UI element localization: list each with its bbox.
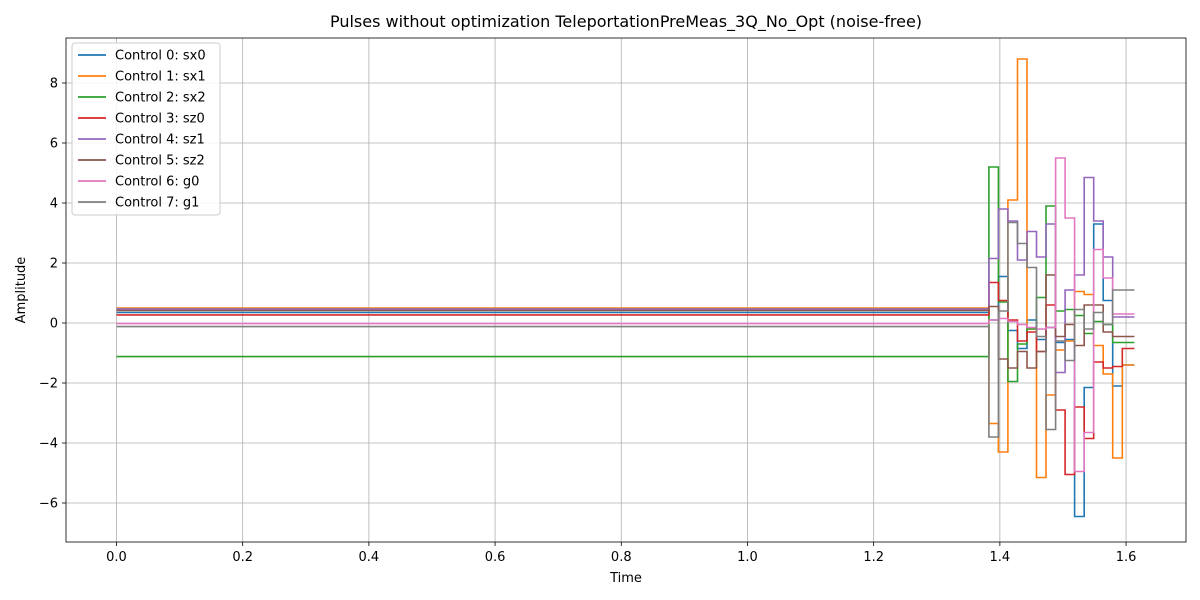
axis-ticks: 0.0 0.2 0.4 0.6 0.8 1.0 1.2 1.4 1.6 −6 −4 −2 0 2 4 6 8 bbox=[39, 77, 1137, 566]
legend-entry: Control 1: sx1 bbox=[115, 70, 206, 85]
legend: Control 0: sx0 Control 1: sx1 Control 2: s… bbox=[71, 42, 221, 216]
legend-entry: Control 7: g1 bbox=[115, 196, 199, 211]
x-tick-label: 0.2 bbox=[232, 550, 253, 565]
x-axis-label: Time bbox=[609, 571, 642, 586]
x-tick-label: 0.6 bbox=[485, 550, 506, 565]
legend-entry: Control 2: sx2 bbox=[115, 91, 206, 106]
grid bbox=[66, 38, 1186, 542]
legend-entry: Control 5: sz2 bbox=[115, 154, 205, 169]
legend-entry: Control 0: sx0 bbox=[115, 49, 206, 64]
series-line-7 bbox=[116, 221, 1135, 438]
legend-box bbox=[71, 42, 221, 216]
y-axis-label: Amplitude bbox=[14, 257, 29, 324]
series-line-6 bbox=[116, 157, 1135, 473]
y-tick-label: 2 bbox=[50, 257, 58, 272]
chart-title: Pulses without optimization Teleportatio… bbox=[330, 12, 922, 32]
series-lines bbox=[116, 58, 1135, 518]
legend-entry: Control 4: sz1 bbox=[115, 133, 205, 148]
x-tick-label: 1.2 bbox=[863, 550, 884, 565]
y-tick-label: 6 bbox=[50, 137, 58, 152]
y-tick-label: −2 bbox=[39, 377, 58, 392]
y-tick-label: −4 bbox=[39, 437, 58, 452]
legend-entry: Control 6: g0 bbox=[115, 175, 199, 190]
y-tick-label: 4 bbox=[50, 197, 58, 212]
x-tick-label: 0.4 bbox=[359, 550, 380, 565]
y-tick-label: −6 bbox=[39, 497, 58, 512]
x-tick-label: 1.6 bbox=[1116, 550, 1137, 565]
y-tick-label: 0 bbox=[50, 317, 58, 332]
x-tick-label: 1.0 bbox=[737, 550, 758, 565]
y-tick-label: 8 bbox=[50, 77, 58, 92]
legend-entry: Control 3: sz0 bbox=[115, 112, 205, 127]
x-tick-label: 1.4 bbox=[990, 550, 1011, 565]
x-tick-label: 0.8 bbox=[611, 550, 632, 565]
plot-frame bbox=[65, 37, 1187, 543]
x-tick-label: 0.0 bbox=[106, 550, 127, 565]
